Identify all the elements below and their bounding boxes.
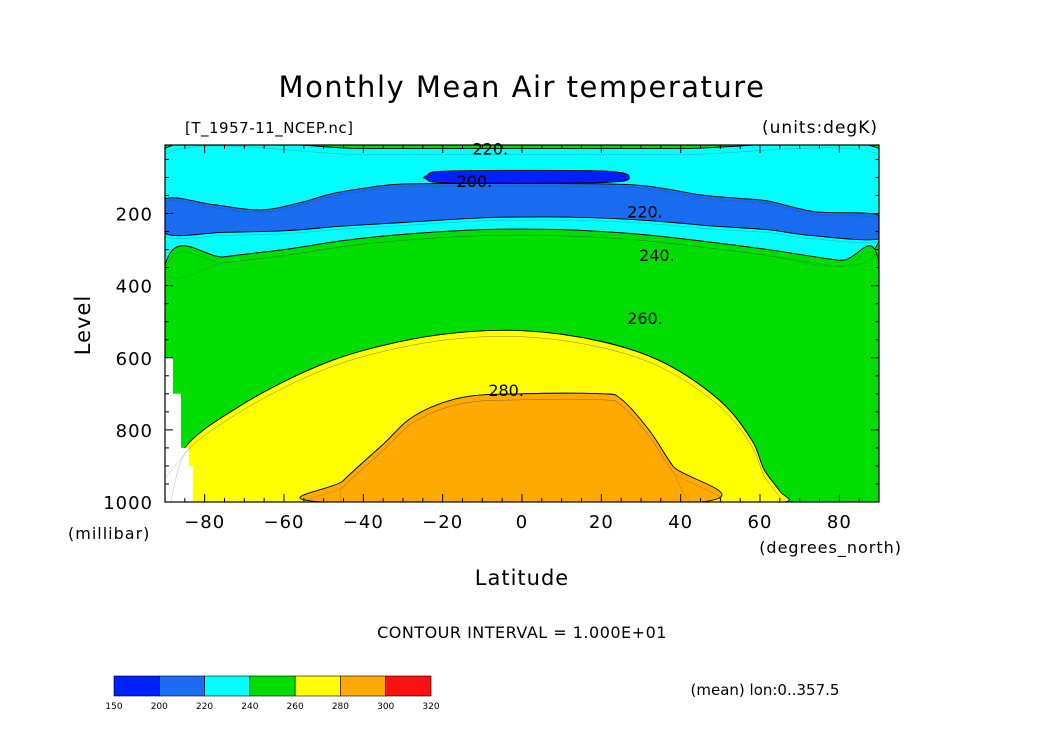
colorbar-label: 240 (241, 702, 258, 712)
colorbar-swatch (158, 675, 205, 697)
x-tick-label: 20 (589, 512, 614, 533)
x-axis: −80 −60 −40 −20 0 20 40 60 80 (164, 145, 880, 533)
colorbar-swatch (385, 675, 432, 697)
units-label: (units:degK) (762, 118, 878, 138)
x-tick-label: 40 (668, 512, 693, 533)
colorbar-label: 300 (377, 702, 394, 712)
contour-line-240 (165, 234, 879, 502)
colorbar-swatch (249, 675, 296, 697)
contour-line-layer (165, 145, 879, 502)
contour-band-150-200 (423, 169, 630, 184)
colorbar-label: 220 (196, 702, 213, 712)
colorbar: 150 200 220 240 260 280 300 320 (105, 675, 440, 712)
y-axis: 200 400 600 800 1000 (103, 158, 879, 514)
contour-label: 280. (488, 381, 524, 400)
colorbar-swatch (340, 675, 387, 697)
contour-label: 200. (457, 172, 493, 191)
y-axis-title: Level (71, 295, 95, 355)
contour-label: 240. (639, 246, 675, 265)
y-tick-label: 600 (116, 349, 153, 370)
contour-label-layer: 220. 200. 220. 240. 260. 280. (457, 140, 675, 401)
y-tick-label: 400 (116, 277, 153, 298)
colorbar-swatch (294, 675, 341, 697)
colorbar-label: 320 (422, 702, 439, 712)
x-tick-label: −80 (184, 512, 225, 533)
y-axis-units: (millibar) (68, 524, 150, 543)
colorbar-swatch (113, 675, 160, 697)
colorbar-label: 150 (105, 702, 122, 712)
x-tick-label: −40 (343, 512, 384, 533)
contour-line-280 (301, 398, 722, 502)
source-file-label: [T_1957-11_NCEP.nc] (185, 119, 353, 138)
x-tick-label: −20 (422, 512, 463, 533)
contour-line-260 (165, 336, 786, 502)
footnote-longitude: (mean) lon:0..357.5 (691, 681, 840, 699)
x-tick-label: 0 (516, 512, 528, 533)
contour-label: 220. (627, 203, 663, 222)
contour-interval-label: CONTOUR INTERVAL = 1.000E+01 (377, 623, 667, 642)
y-tick-label: 200 (116, 205, 153, 226)
colorbar-label: 200 (151, 702, 168, 712)
y-tick-label: 1000 (103, 493, 153, 514)
y-tick-label: 800 (116, 421, 153, 442)
missing-data-region (165, 357, 193, 502)
colorbar-swatch (204, 675, 251, 697)
x-tick-label: 80 (827, 512, 852, 533)
contour-line-220 (165, 145, 879, 279)
x-axis-units: (degrees_north) (759, 538, 902, 558)
contour-label: 260. (627, 309, 663, 328)
contour-band-200-220 (165, 182, 879, 241)
x-tick-label: −60 (264, 512, 305, 533)
colorbar-label: 260 (287, 702, 304, 712)
contour-label: 220. (472, 140, 508, 159)
colorbar-label: 280 (332, 702, 349, 712)
x-tick-label: 60 (748, 512, 773, 533)
contour-line-200 (165, 186, 879, 244)
contour-band-280-300 (299, 392, 723, 502)
contour-fill-layer (165, 145, 879, 502)
chart-title: Monthly Mean Air temperature (279, 70, 766, 104)
x-axis-title: Latitude (475, 566, 569, 590)
